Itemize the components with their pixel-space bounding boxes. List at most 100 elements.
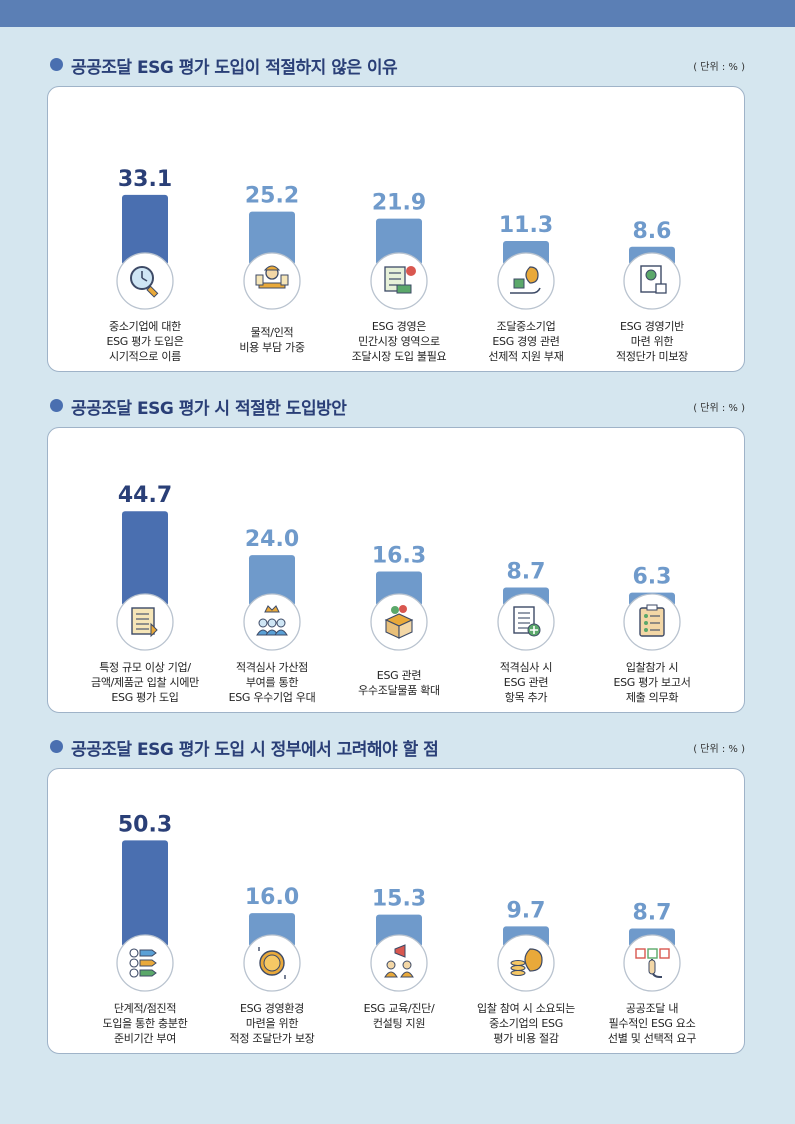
hand-select-icon bbox=[635, 948, 670, 978]
category-label-line: 항목 추가 bbox=[504, 691, 548, 704]
clipboard-checklist-icon bbox=[639, 604, 665, 637]
magnifier-clock-icon bbox=[130, 266, 159, 298]
worker-desk-icon bbox=[255, 265, 289, 289]
category-label-line: 적정단가 미보장 bbox=[616, 350, 688, 363]
category-label-line: 마련을 위한 bbox=[245, 1017, 299, 1030]
category-label-line: 시기적으로 이름 bbox=[109, 350, 181, 363]
category-label-line: ESG 평가 도입은 bbox=[106, 335, 184, 348]
value-label: 16.3 bbox=[372, 543, 426, 568]
category-label-line: 민간시장 영역으로 bbox=[358, 335, 440, 348]
category-label-line: 적격심사 가산점 bbox=[236, 661, 308, 674]
category-label-line: 도입을 통한 충분한 bbox=[102, 1017, 188, 1030]
category-label-line: 조달중소기업 bbox=[496, 320, 556, 333]
category-label: 단계적/점진적 도입을 통한 충분한 준비기간 부여 bbox=[85, 1001, 205, 1046]
bar bbox=[249, 211, 295, 265]
category-label-line: ESG 평가 보고서 bbox=[613, 676, 691, 689]
category-label-line: ESG 평가 도입 bbox=[111, 691, 179, 704]
bullet-dot bbox=[50, 399, 63, 412]
value-label: 8.6 bbox=[633, 219, 672, 244]
category-label-line: 특정 규모 이상 기업/ bbox=[99, 661, 191, 674]
bar bbox=[122, 511, 168, 606]
category-label: 입찰참가 시 ESG 평가 보고서 제출 의무화 bbox=[592, 660, 712, 705]
section-header: 공공조달 ESG 평가 도입이 적절하지 않은 이유 ( 단위 : % ) bbox=[47, 52, 745, 78]
category-label-line: 적정 조달단가 보장 bbox=[229, 1032, 315, 1045]
value-label: 25.2 bbox=[245, 184, 299, 209]
bar-chart: 44.7 24.0 16.3 8.7 6.3 bbox=[116, 483, 681, 651]
category-label-line: 중소기업의 ESG bbox=[489, 1017, 563, 1030]
category-label-line: ESG 관련 bbox=[503, 676, 549, 689]
category-label-line: ESG 우수기업 우대 bbox=[228, 691, 316, 704]
unit-label: ( 단위 : % ) bbox=[693, 403, 745, 414]
category-label-line: 필수적인 ESG 요소 bbox=[608, 1017, 696, 1030]
category-label-line: 물적/인적 bbox=[250, 326, 294, 339]
value-label: 44.7 bbox=[118, 483, 172, 508]
category-label-line: ESG 경영기반 bbox=[619, 320, 685, 333]
money-bag-hand-icon bbox=[510, 266, 541, 294]
value-label: 15.3 bbox=[372, 887, 426, 912]
bullet-dot bbox=[50, 58, 63, 71]
bar-chart: 33.1 25.2 21.9 11.3 8.6 bbox=[116, 167, 681, 310]
category-label-line: 부여를 통한 bbox=[245, 676, 299, 689]
bullet-dot bbox=[50, 740, 63, 753]
category-label-line: 단계적/점진적 bbox=[113, 1002, 177, 1015]
category-label-line: ESG 관련 bbox=[376, 669, 422, 682]
value-label: 50.3 bbox=[118, 812, 172, 837]
value-label: 24.0 bbox=[245, 527, 299, 552]
category-label: ESG 경영환경 마련을 위한 적정 조달단가 보장 bbox=[212, 1001, 332, 1046]
category-label-line: 우수조달물품 확대 bbox=[358, 684, 440, 697]
value-label: 33.1 bbox=[118, 167, 172, 192]
section-title: 공공조달 ESG 평가 도입 시 정부에서 고려해야 할 점 bbox=[71, 740, 439, 760]
crown-team-icon bbox=[256, 605, 288, 636]
category-label-line: 적격심사 시 bbox=[499, 661, 553, 674]
section-title: 공공조달 ESG 평가 시 적절한 도입방안 bbox=[71, 399, 347, 419]
document-list-icon bbox=[131, 607, 158, 638]
category-label: ESG 교육/진단/컨설팅 지원 bbox=[339, 1001, 459, 1031]
category-label-line: 입찰참가 시 bbox=[625, 661, 679, 674]
category-label: 특정 규모 이상 기업/금액/제품군 입찰 시에만 ESG 평가 도입 bbox=[85, 660, 205, 705]
category-label-line: 조달시장 도입 불필요 bbox=[351, 350, 447, 363]
bar bbox=[122, 194, 168, 265]
value-label: 8.7 bbox=[633, 901, 672, 926]
bar bbox=[249, 555, 295, 606]
category-label-line: 입찰 참여 시 소요되는 bbox=[477, 1002, 575, 1015]
category-label-line: 비용 부담 가중 bbox=[239, 341, 305, 354]
category-label-line: 선별 및 선택적 요구 bbox=[607, 1032, 697, 1045]
value-label: 16.0 bbox=[245, 885, 299, 910]
icon-badge bbox=[243, 252, 301, 310]
bar bbox=[376, 218, 422, 265]
coins-bag-icon bbox=[510, 948, 543, 976]
dollar-coin-icon bbox=[258, 947, 286, 979]
bar-chart: 50.3 16.0 15.3 9.7 8.7 bbox=[116, 812, 681, 992]
icon-badge bbox=[370, 934, 428, 992]
bar bbox=[122, 840, 168, 947]
value-label: 8.7 bbox=[507, 560, 546, 585]
category-label-line: 금액/제품군 입찰 시에만 bbox=[91, 676, 199, 689]
section-header: 공공조달 ESG 평가 시 적절한 도입방안 ( 단위 : % ) bbox=[47, 393, 745, 419]
category-label-line: 평가 비용 절감 bbox=[493, 1032, 559, 1045]
value-label: 9.7 bbox=[507, 898, 546, 923]
section-title: 공공조달 ESG 평가 도입이 적절하지 않은 이유 bbox=[71, 58, 398, 78]
category-label-line: 마련 위한 bbox=[630, 335, 674, 348]
top-band bbox=[0, 0, 795, 27]
chart-card: 33.1 25.2 21.9 11.3 8.6 중소기업에 대한 ESG 평가 도입은 시기… bbox=[47, 86, 745, 372]
category-label-line: ESG 경영은 bbox=[371, 320, 427, 333]
value-label: 11.3 bbox=[499, 213, 553, 238]
category-label: 중소기업에 대한 ESG 평가 도입은 시기적으로 이름 bbox=[85, 319, 205, 364]
value-label: 6.3 bbox=[633, 565, 672, 590]
category-label-line: 컨설팅 지원 bbox=[372, 1017, 426, 1030]
document-lock-icon bbox=[640, 265, 667, 294]
category-label-line: ESG 경영 관련 bbox=[492, 335, 560, 348]
category-label-line: 선제적 지원 부재 bbox=[488, 350, 564, 363]
category-label-line: 공공조달 내 bbox=[625, 1002, 679, 1015]
megaphone-team-icon bbox=[384, 944, 414, 978]
category-label-line: ESG 교육/진단/ bbox=[363, 1002, 435, 1015]
chart-card: 50.3 16.0 15.3 9.7 8.7 단계적/점진적 도입을 통한 충분한 준비기간… bbox=[47, 768, 745, 1054]
box-sprout-icon bbox=[384, 605, 414, 639]
